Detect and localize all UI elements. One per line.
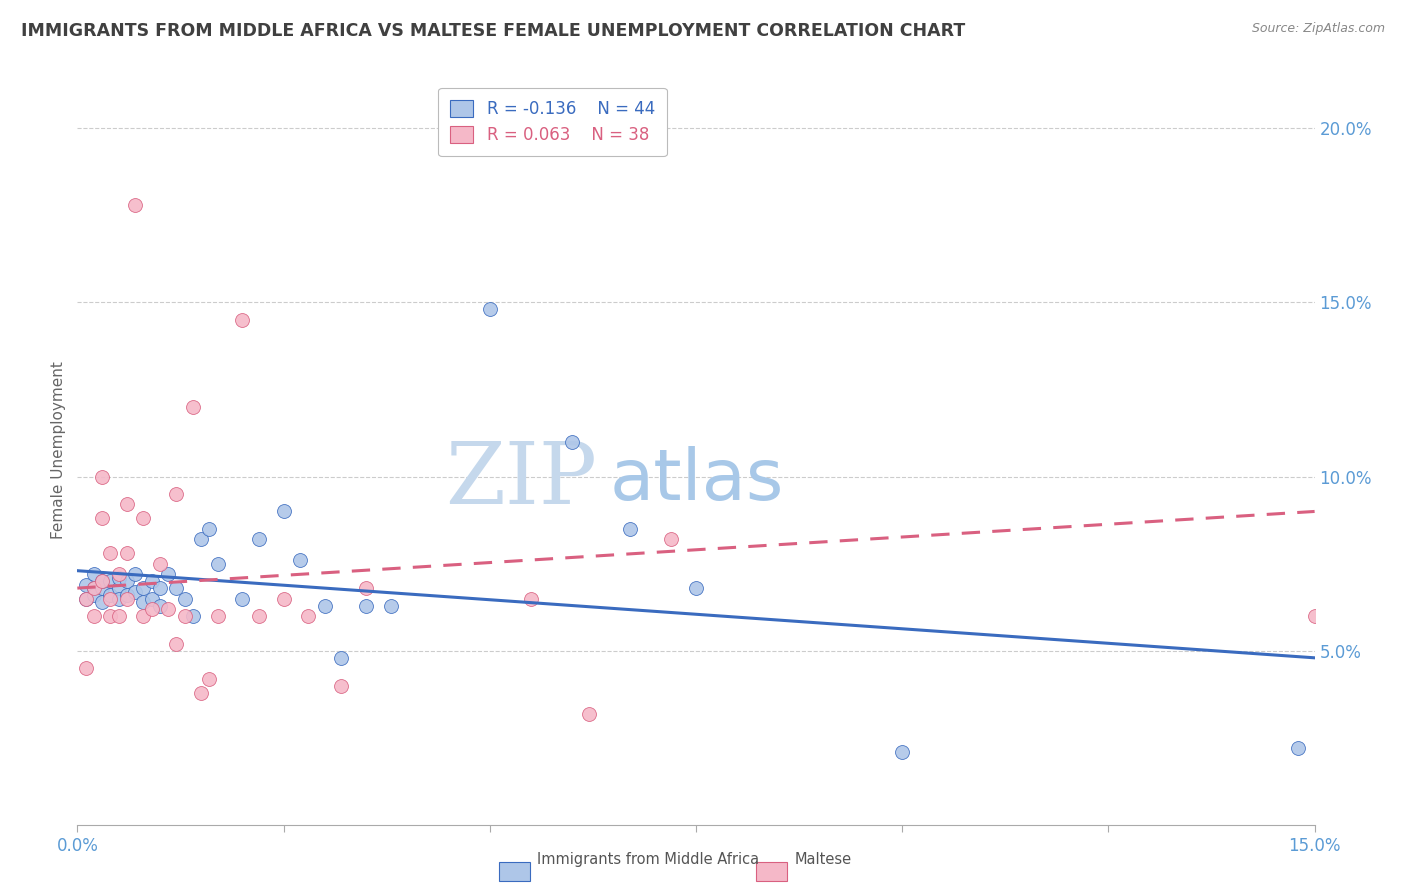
Point [141,591,163,606]
Point [98,588,121,602]
Point [107,609,129,624]
Point [380,599,402,613]
Point [132,609,155,624]
Point [207,557,229,571]
Point [107,591,129,606]
Point [330,650,353,665]
Text: Immigrants from Middle Africa: Immigrants from Middle Africa [537,852,759,867]
Point [247,533,270,547]
Point [1303,609,1326,624]
Point [91,574,114,589]
Point [107,571,129,585]
Point [124,198,146,212]
Point [478,302,501,317]
Point [149,581,172,595]
Text: atlas: atlas [609,446,783,515]
Point [115,588,138,602]
Point [75,577,97,591]
Point [685,581,707,595]
Point [231,312,253,326]
Point [578,706,600,721]
Y-axis label: Female Unemployment: Female Unemployment [51,361,66,540]
Point [149,557,172,571]
Text: Maltese: Maltese [794,852,852,867]
Point [75,591,97,606]
Point [198,522,221,536]
Point [98,574,121,589]
Point [83,567,105,582]
Point [273,591,295,606]
Point [124,584,146,599]
Point [91,595,114,609]
Point [314,599,336,613]
Point [288,553,311,567]
Point [75,661,97,675]
Point [231,591,253,606]
Point [107,581,129,595]
Point [165,487,187,501]
Point [98,591,121,606]
Point [98,609,121,624]
Point [157,602,180,616]
Point [330,679,353,693]
Point [190,533,212,547]
Point [132,581,155,595]
Point [1286,741,1309,756]
Point [198,672,221,686]
Point [91,511,114,525]
Point [181,400,204,414]
Point [75,591,97,606]
Point [247,609,270,624]
Text: IMMIGRANTS FROM MIDDLE AFRICA VS MALTESE FEMALE UNEMPLOYMENT CORRELATION CHART: IMMIGRANTS FROM MIDDLE AFRICA VS MALTESE… [21,22,966,40]
Point [149,599,172,613]
Point [273,504,295,518]
Point [132,595,155,609]
Point [115,574,138,589]
Point [165,637,187,651]
Point [115,591,138,606]
Point [165,581,187,595]
Point [297,609,319,624]
Point [91,469,114,483]
Point [91,574,114,589]
Point [561,434,583,449]
Text: Source: ZipAtlas.com: Source: ZipAtlas.com [1251,22,1385,36]
Point [107,567,129,582]
Point [141,602,163,616]
Point [83,609,105,624]
Point [115,546,138,560]
Point [115,498,138,512]
Point [157,567,180,582]
Point [520,591,543,606]
Point [173,591,195,606]
Point [354,599,377,613]
Point [173,609,195,624]
Point [207,609,229,624]
Point [83,581,105,595]
Legend: R = -0.136    N = 44, R = 0.063    N = 38: R = -0.136 N = 44, R = 0.063 N = 38 [439,88,666,156]
Point [83,588,105,602]
Point [91,581,114,595]
Point [619,522,641,536]
Point [141,574,163,589]
Text: ZIP: ZIP [446,439,598,522]
Point [659,533,682,547]
Point [83,581,105,595]
Point [190,686,212,700]
Point [98,546,121,560]
Point [181,609,204,624]
Point [132,511,155,525]
Point [124,567,146,582]
Point [354,581,377,595]
Point [891,745,914,759]
